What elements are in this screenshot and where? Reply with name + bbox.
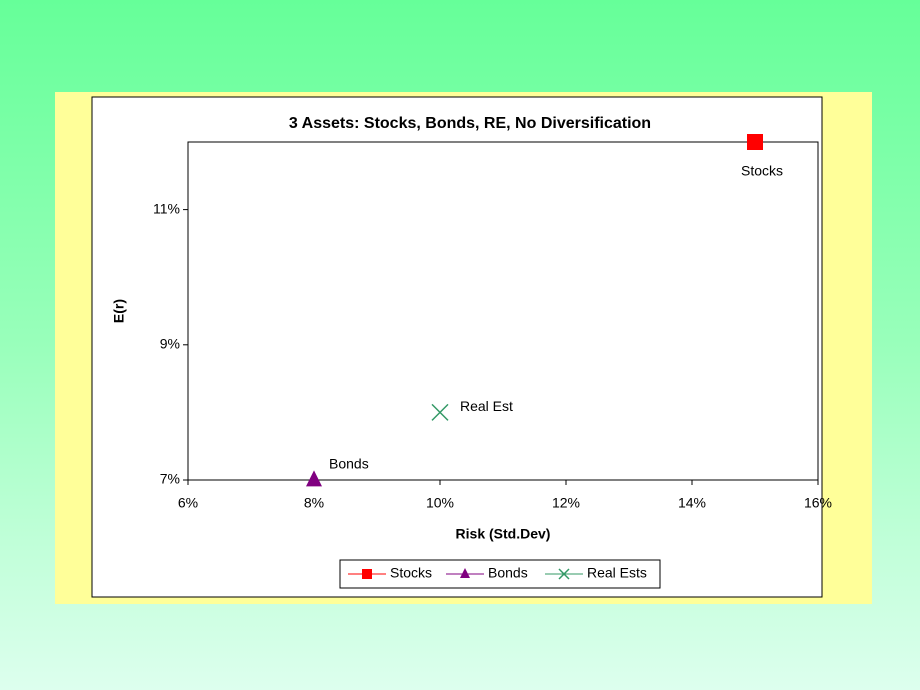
legend-label: Bonds [488, 565, 528, 581]
x-tick-label: 16% [804, 495, 832, 511]
legend-label: Real Ests [587, 565, 647, 581]
plot-area [187, 141, 819, 481]
marker [747, 134, 763, 150]
x-axis-label: Risk (Std.Dev) [456, 526, 551, 542]
y-tick-label: 9% [160, 336, 180, 352]
data-label: Bonds [329, 456, 369, 472]
data-label: Real Est [460, 398, 513, 414]
x-tick-label: 12% [552, 495, 580, 511]
marker [431, 403, 449, 421]
y-axis-label: E(r) [111, 299, 127, 323]
marker [362, 569, 372, 579]
legend [339, 559, 661, 589]
marker [460, 568, 470, 578]
x-tick-label: 14% [678, 495, 706, 511]
y-tick-label: 7% [160, 471, 180, 487]
marker [306, 470, 322, 487]
legend-label: Stocks [390, 565, 432, 581]
x-tick-label: 6% [178, 495, 198, 511]
data-label: Stocks [741, 163, 783, 179]
x-tick-label: 10% [426, 495, 454, 511]
chart-title: 3 Assets: Stocks, Bonds, RE, No Diversif… [289, 115, 651, 132]
y-tick-label: 11% [153, 200, 180, 216]
marker [558, 568, 570, 580]
x-tick-label: 8% [304, 495, 324, 511]
